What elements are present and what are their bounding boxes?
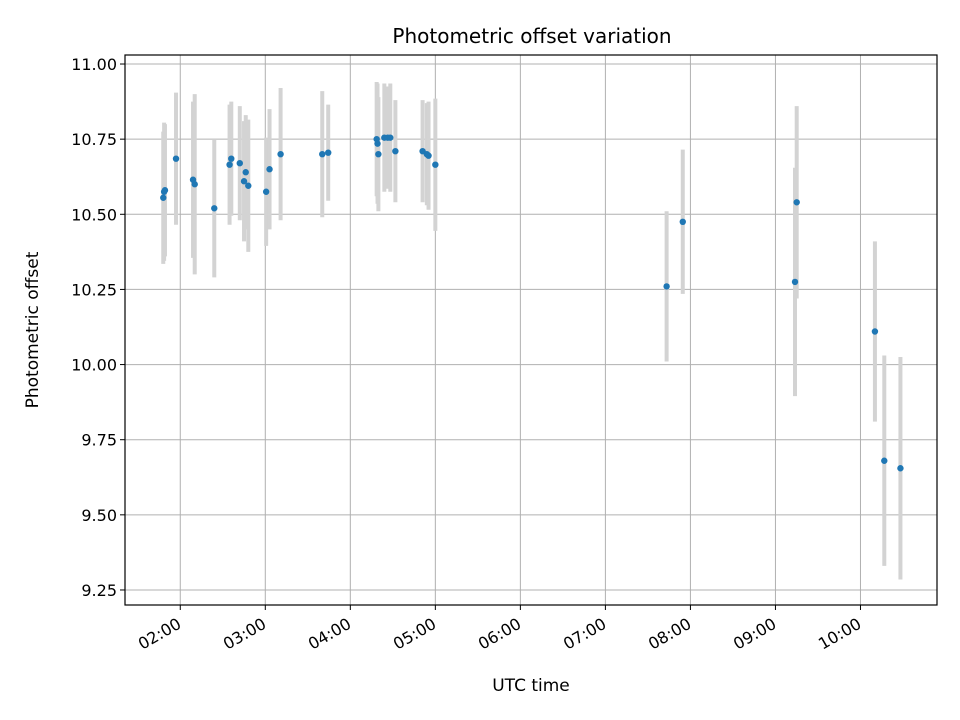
chart-title: Photometric offset variation: [392, 24, 671, 48]
data-point: [277, 150, 284, 158]
data-point: [226, 161, 233, 168]
y-tick-label: 9.50: [81, 506, 117, 525]
data-point: [791, 278, 799, 286]
data-point: [881, 457, 888, 464]
data-point: [242, 169, 249, 176]
data-point: [871, 328, 879, 335]
y-tick-label: 11.00: [71, 55, 117, 74]
data-point: [663, 283, 670, 290]
data-point: [374, 140, 381, 147]
data-point: [266, 166, 273, 173]
data-point: [897, 465, 904, 472]
grid-lines: [125, 55, 937, 605]
data-point: [375, 150, 382, 158]
data-point: [679, 218, 686, 226]
data-point: [160, 194, 167, 201]
data-point: [172, 155, 180, 162]
data-points: [160, 134, 904, 472]
data-point: [319, 150, 326, 158]
y-tick-label: 10.50: [71, 205, 117, 224]
data-point: [262, 188, 270, 195]
data-point: [245, 182, 252, 189]
y-axis-title: Photometric offset: [23, 251, 43, 408]
y-tick-label: 10.00: [71, 356, 117, 375]
data-point: [325, 149, 332, 156]
y-tick-label: 10.25: [71, 280, 117, 299]
data-point: [228, 155, 235, 162]
x-axis-title: UTC time: [492, 676, 570, 696]
data-point: [425, 152, 432, 159]
plot-frame: [124, 54, 938, 606]
y-tick-label: 9.75: [81, 431, 117, 450]
data-point: [211, 205, 218, 212]
data-point: [240, 178, 248, 185]
data-point: [432, 161, 439, 168]
y-axis-ticks: 9.25 9.50 9.75 10.00 10.25 10.50 10.75 11.00: [71, 55, 125, 600]
y-tick-label: 9.25: [81, 581, 117, 600]
data-point: [793, 199, 800, 206]
data-point: [387, 134, 394, 141]
y-tick-label: 10.75: [71, 130, 117, 149]
data-point: [191, 181, 198, 188]
data-point: [392, 147, 399, 155]
data-point: [236, 159, 243, 167]
data-point: [161, 187, 169, 194]
